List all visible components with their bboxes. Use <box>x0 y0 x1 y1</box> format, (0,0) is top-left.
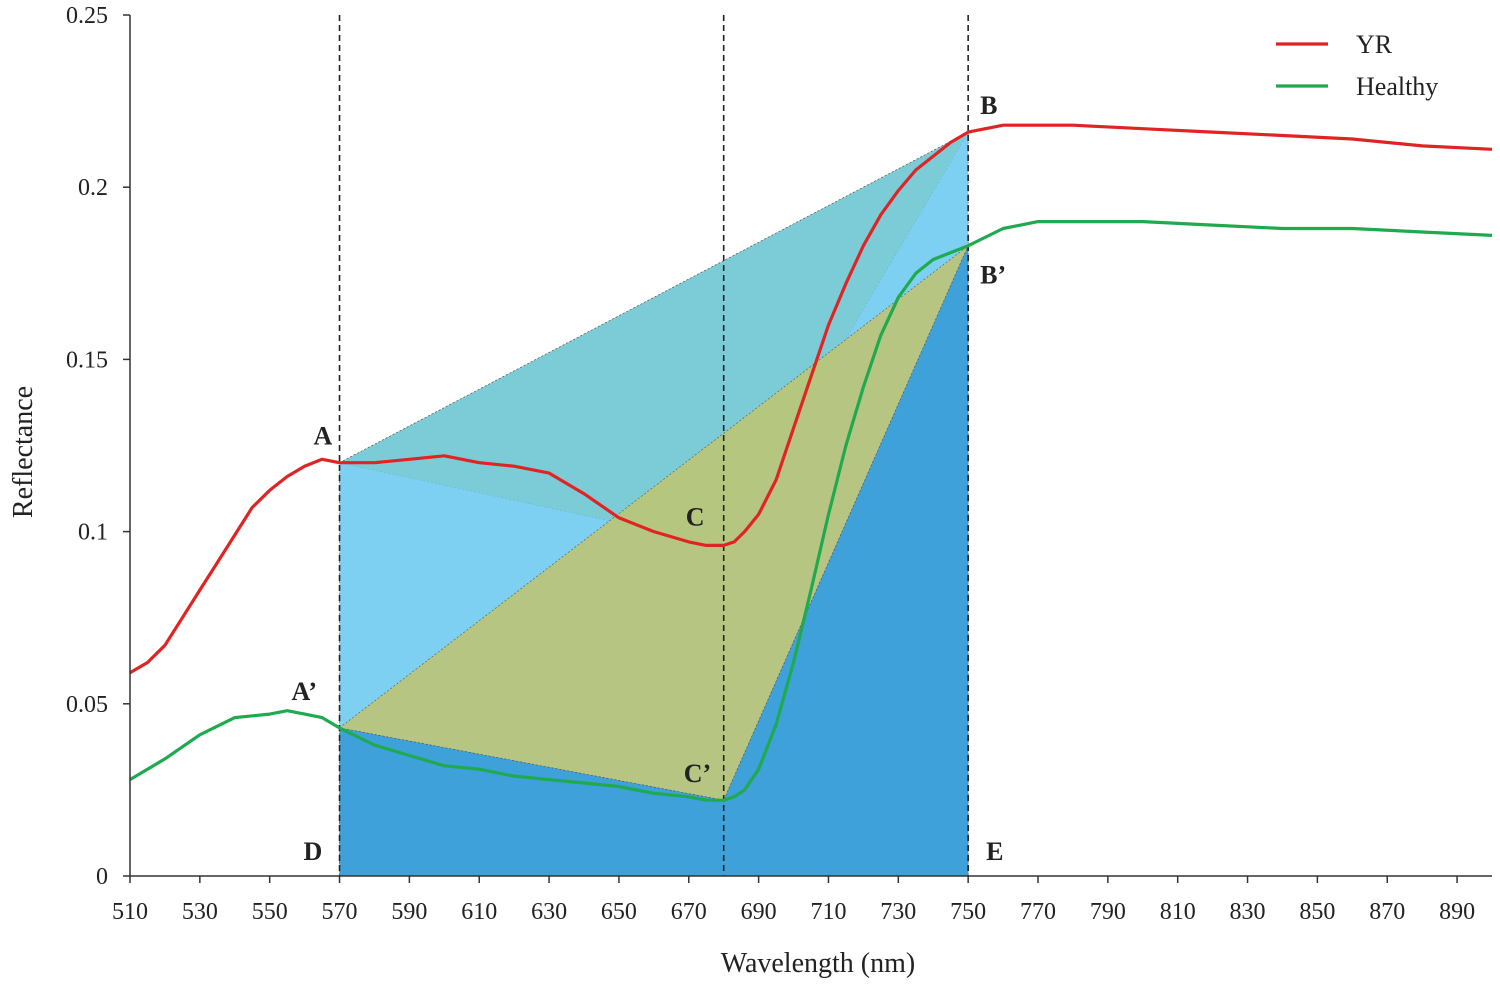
x-tick-label: 590 <box>391 899 427 925</box>
x-tick-label: 650 <box>601 899 637 925</box>
series-line-yr <box>129 123 1493 675</box>
legend: YR Healthy <box>1276 30 1438 101</box>
shaded-regions <box>338 131 969 877</box>
point-label-E: E <box>986 837 1003 866</box>
x-tick-label: 810 <box>1160 899 1196 925</box>
point-labels: A B C A’ B’ C’ D E <box>292 91 1007 866</box>
x-tick-label: 550 <box>252 899 288 925</box>
legend-label-yr: YR <box>1356 30 1393 59</box>
axes <box>129 15 1492 877</box>
point-label-C: C <box>686 502 705 531</box>
point-label-A: A <box>314 422 333 451</box>
x-tick-label: 850 <box>1299 899 1335 925</box>
point-label-B’: B’ <box>980 261 1006 290</box>
y-tick-label: 0.15 <box>66 347 108 373</box>
y-tick-label: 0.2 <box>78 175 108 201</box>
x-axis-ticks: 510 530 550 570 590 610 630 650 670 690 710 730 750 7… <box>112 876 1475 925</box>
x-tick-label: 830 <box>1230 899 1266 925</box>
x-tick-label: 510 <box>112 899 148 925</box>
x-tick-label: 870 <box>1369 899 1405 925</box>
series-line-healthy <box>129 220 1493 802</box>
x-tick-label: 890 <box>1439 899 1475 925</box>
series-lines <box>129 123 1493 802</box>
x-tick-label: 690 <box>741 899 777 925</box>
guide-lines <box>338 15 969 876</box>
point-label-A’: A’ <box>292 677 318 706</box>
y-axis-title: Reflectance <box>8 386 39 518</box>
x-axis-title: Wavelength (nm) <box>721 948 915 979</box>
x-tick-label: 790 <box>1090 899 1126 925</box>
x-tick-label: 670 <box>671 899 707 925</box>
legend-label-healthy: Healthy <box>1356 72 1438 101</box>
x-tick-label: 630 <box>531 899 567 925</box>
x-tick-label: 530 <box>182 899 218 925</box>
y-tick-label: 0 <box>96 864 108 890</box>
x-tick-label: 730 <box>880 899 916 925</box>
x-tick-label: 710 <box>810 899 846 925</box>
point-label-C’: C’ <box>684 759 711 788</box>
x-tick-label: 570 <box>322 899 358 925</box>
y-axis-ticks: 0 0.05 0.1 0.15 0.2 0.25 <box>66 3 130 890</box>
y-tick-label: 0.25 <box>66 3 108 29</box>
x-tick-label: 750 <box>950 899 986 925</box>
point-label-D: D <box>304 837 323 866</box>
y-tick-label: 0.1 <box>78 520 108 546</box>
point-label-B: B <box>980 91 997 120</box>
x-tick-label: 610 <box>461 899 497 925</box>
x-tick-label: 770 <box>1020 899 1056 925</box>
y-tick-label: 0.05 <box>66 692 108 718</box>
